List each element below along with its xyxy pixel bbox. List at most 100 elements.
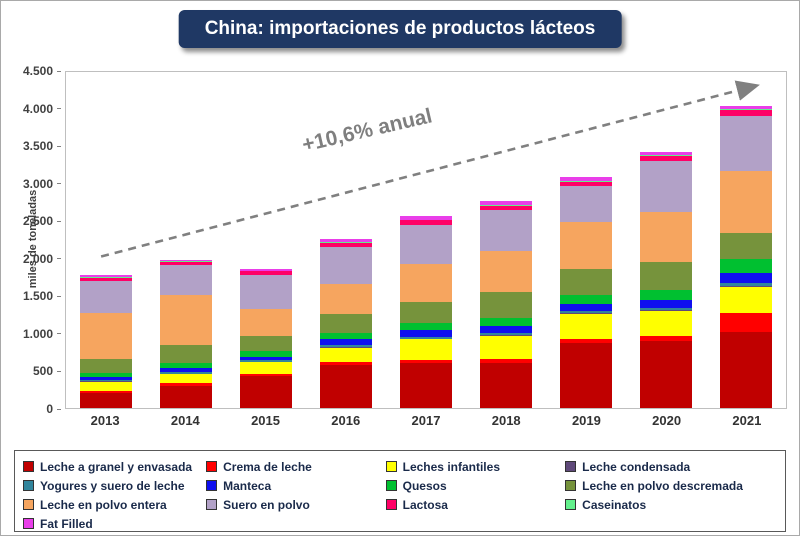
bar-segment bbox=[320, 347, 372, 363]
bar-segment bbox=[80, 277, 132, 279]
legend-swatch bbox=[23, 461, 34, 472]
bar-segment bbox=[400, 336, 452, 339]
bar-segment bbox=[80, 393, 132, 408]
legend-item: Caseinatos bbox=[565, 498, 777, 512]
legend-item: Leche en polvo entera bbox=[23, 498, 206, 512]
bar-segment bbox=[720, 170, 772, 233]
bar-segment bbox=[480, 334, 532, 336]
bar-segment bbox=[480, 210, 532, 252]
x-tick-label: 2017 bbox=[411, 413, 441, 428]
legend-label: Leche en polvo descremada bbox=[582, 478, 743, 493]
legend-swatch bbox=[23, 518, 34, 529]
y-tick-mark bbox=[57, 408, 61, 410]
bar-segment bbox=[560, 269, 612, 296]
bar-segment bbox=[160, 373, 212, 375]
bar-segment bbox=[240, 336, 292, 352]
legend-item: Yogures y suero de leche bbox=[23, 479, 206, 493]
legend-label: Suero en polvo bbox=[223, 497, 310, 512]
bar-2019 bbox=[560, 72, 612, 408]
y-tick-label: 1.000 bbox=[22, 326, 53, 341]
bar-segment bbox=[720, 272, 772, 283]
bar-segment bbox=[560, 313, 612, 314]
bar-segment bbox=[160, 367, 212, 373]
y-tick-label: 500 bbox=[32, 364, 53, 379]
bar-segment bbox=[640, 161, 692, 213]
bar-segment bbox=[80, 275, 132, 278]
bar-segment bbox=[480, 317, 532, 326]
bar-segment bbox=[160, 372, 212, 374]
bar-segment bbox=[400, 224, 452, 265]
bar-segment bbox=[240, 270, 292, 272]
bar-segment bbox=[80, 390, 132, 394]
legend-swatch bbox=[565, 480, 577, 491]
bar-2013 bbox=[80, 72, 132, 408]
bar-2016 bbox=[320, 72, 372, 408]
bar-segment bbox=[400, 301, 452, 323]
bar-segment bbox=[160, 294, 212, 345]
plot-area bbox=[65, 71, 787, 409]
y-tick-mark bbox=[57, 108, 61, 110]
legend-item: Fat Filled bbox=[23, 517, 206, 531]
bar-segment bbox=[320, 313, 372, 333]
y-tick-mark bbox=[57, 370, 61, 372]
legend-label: Leche a granel y envasada bbox=[40, 459, 193, 474]
y-tick-mark bbox=[57, 183, 61, 185]
bar-segment bbox=[80, 312, 132, 359]
x-tick-label: 2014 bbox=[170, 413, 200, 428]
bar-segment bbox=[400, 339, 452, 361]
bar-segment bbox=[80, 372, 132, 377]
legend-item: Leches infantiles bbox=[385, 460, 566, 474]
x-tick-label: 2021 bbox=[732, 413, 762, 428]
bar-segment bbox=[240, 356, 292, 361]
x-tick-label: 2019 bbox=[571, 413, 601, 428]
chart-title: China: importaciones de productos lácteo… bbox=[178, 10, 622, 48]
bar-segment bbox=[640, 212, 692, 263]
bar-segment bbox=[640, 335, 692, 341]
legend-label: Leche en polvo entera bbox=[40, 497, 167, 512]
bar-segment bbox=[400, 338, 452, 340]
bar-segment bbox=[640, 300, 692, 308]
bar-segment bbox=[160, 261, 212, 265]
legend-swatch bbox=[23, 480, 34, 491]
bar-segment bbox=[240, 268, 292, 271]
bar-segment bbox=[80, 376, 132, 380]
y-tick-mark bbox=[57, 333, 61, 335]
bar-2017 bbox=[400, 72, 452, 408]
x-tick-label: 2015 bbox=[251, 413, 280, 428]
bar-segment bbox=[400, 264, 452, 302]
legend-label: Yogures y suero de leche bbox=[40, 478, 185, 493]
bar-segment bbox=[240, 373, 292, 376]
y-tick-label: 2.500 bbox=[22, 214, 53, 229]
legend-swatch bbox=[206, 499, 218, 510]
bar-segment bbox=[160, 264, 212, 295]
y-tick-label: 4.500 bbox=[22, 64, 53, 78]
bar-segment bbox=[320, 346, 372, 348]
legend: Leche a granel y envasada Crema de leche L… bbox=[14, 450, 786, 532]
bar-2018 bbox=[480, 72, 532, 408]
bar-segment bbox=[480, 325, 532, 333]
bar-segment bbox=[320, 339, 372, 346]
bar-segment bbox=[320, 364, 372, 408]
bar-segment bbox=[640, 310, 692, 311]
plot-wrapper: miles de toneladas 0 500 1.000 1.500 2.000 2.… bbox=[1, 1, 799, 449]
bar-segment bbox=[240, 308, 292, 337]
bar-segment bbox=[160, 385, 212, 408]
legend-label: Fat Filled bbox=[40, 516, 93, 531]
bar-segment bbox=[400, 360, 452, 364]
x-tick-label: 2016 bbox=[331, 413, 361, 428]
bar-segment bbox=[400, 330, 452, 337]
legend-label: Caseinatos bbox=[582, 497, 647, 512]
bar-segment bbox=[80, 381, 132, 391]
y-tick-label: 3.500 bbox=[22, 139, 53, 154]
bar-segment bbox=[720, 259, 772, 273]
y-axis: 0 500 1.000 1.500 2.000 2.500 3.000 3.500 4.000 4… bbox=[1, 64, 61, 416]
legend-swatch bbox=[565, 461, 577, 472]
legend-item: Leche condensada bbox=[565, 460, 777, 474]
bar-segment bbox=[240, 360, 292, 362]
bar-segment bbox=[480, 332, 532, 335]
bar-segment bbox=[720, 232, 772, 260]
bar-segment bbox=[400, 322, 452, 330]
legend-item: Manteca bbox=[206, 479, 386, 493]
bar-segment bbox=[160, 383, 212, 386]
